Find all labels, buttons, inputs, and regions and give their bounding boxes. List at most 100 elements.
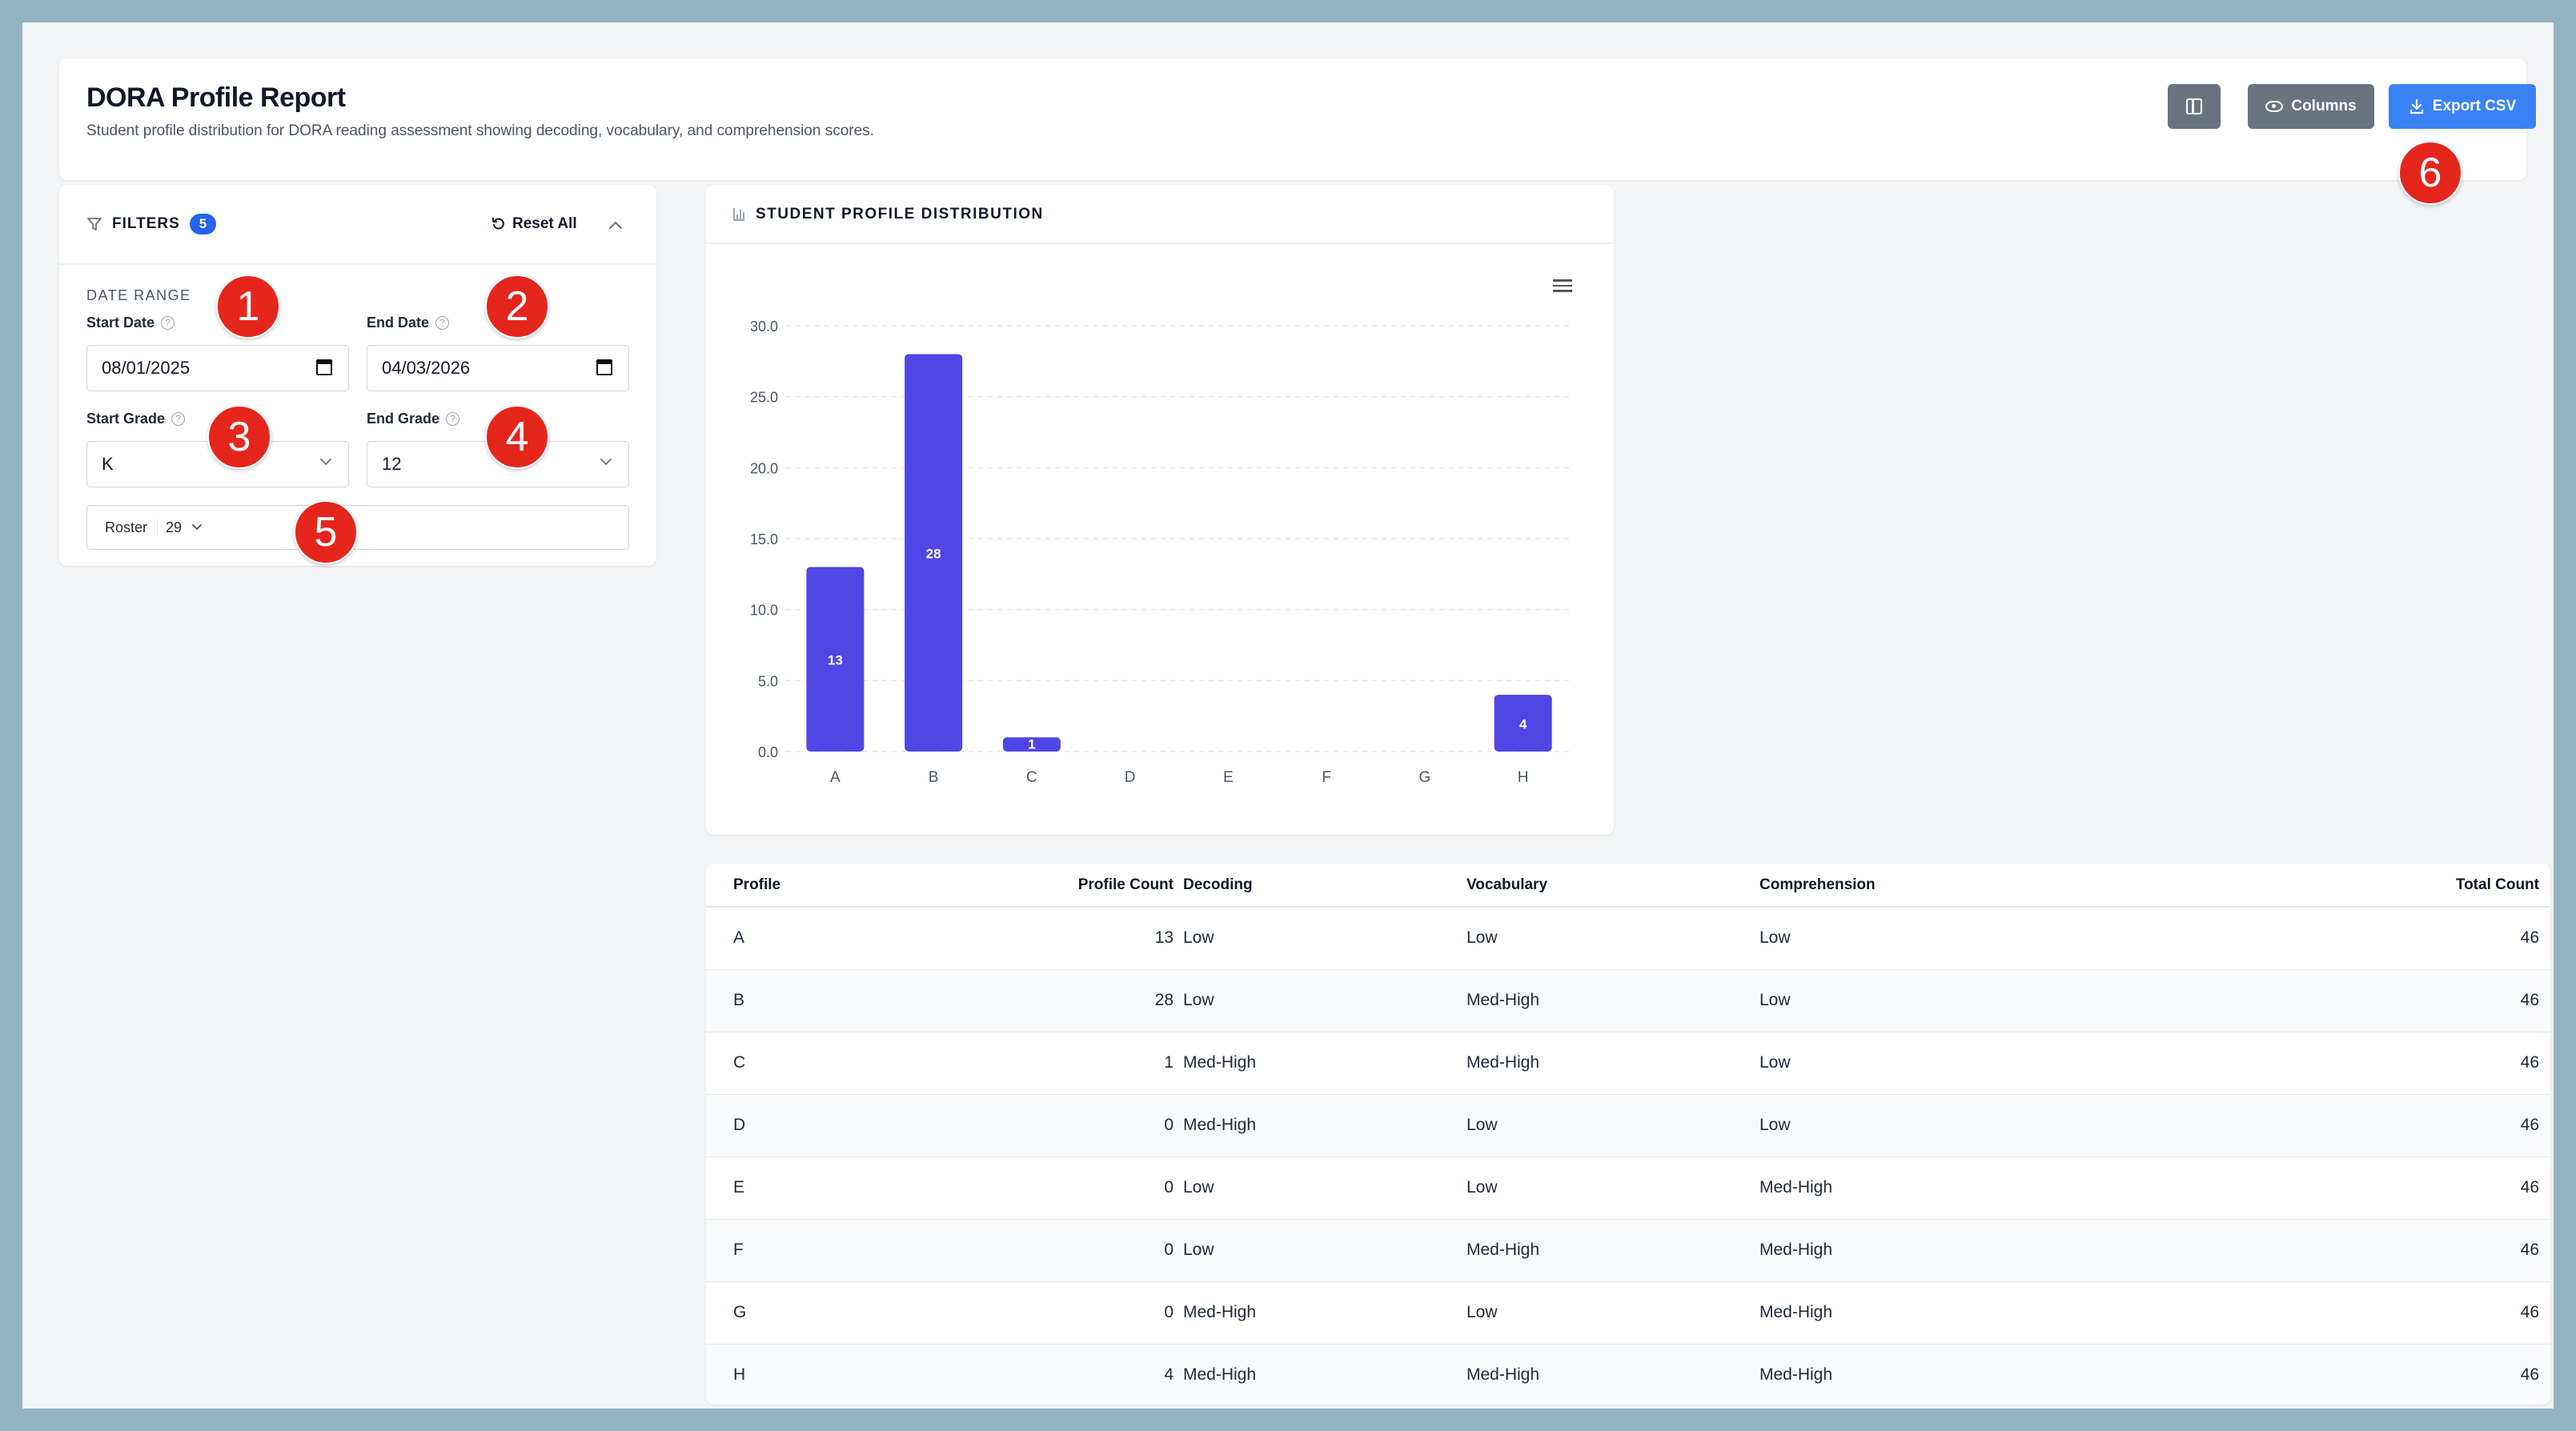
columns-button-label: Columns <box>2291 98 2357 114</box>
app-canvas: DORA Profile Report Student profile dist… <box>22 22 2554 1409</box>
end-date-label-text: End Date <box>367 315 430 331</box>
column-header-comprehension[interactable]: Comprehension <box>1759 864 2256 908</box>
cell-vocabulary: Low <box>1467 907 1759 970</box>
roster-label: Roster <box>105 519 148 535</box>
data-label: 13 <box>828 653 843 668</box>
roster-pill[interactable]: Roster 29 <box>105 519 203 536</box>
column-header-decoding[interactable]: Decoding <box>1183 864 1467 908</box>
start-grade-label-text: Start Grade <box>86 411 166 427</box>
cell-vocabulary: Med-High <box>1467 969 1759 1032</box>
table-body: A 13 Low Low Low 46 B 28 Low Med-High Low 46 C 1 Med-H… <box>706 907 2550 1405</box>
table-row[interactable]: A 13 Low Low Low 46 <box>706 907 2550 970</box>
cell-profile: H <box>706 1344 1058 1405</box>
bar-chart: 0.0 5.0 10.0 15.0 20.0 25.0 30.0 13 A 28 B 1 C D E F G 4 H <box>750 319 1572 786</box>
annotation-marker: 1 <box>216 275 280 339</box>
cell-decoding: Low <box>1183 907 1467 970</box>
start-date-input[interactable]: 08/01/2025 <box>86 345 349 391</box>
cell-decoding: Med-High <box>1183 1032 1467 1095</box>
cell-comprehension: Med-High <box>1759 1219 2256 1282</box>
chevron-down-icon <box>600 459 612 465</box>
help-icon[interactable]: ? <box>435 316 450 330</box>
cell-decoding: Low <box>1183 1219 1467 1282</box>
table-row[interactable]: D 0 Med-High Low Low 46 <box>706 1094 2550 1157</box>
chart-menu-icon[interactable] <box>1553 279 1572 295</box>
bar-chart-icon <box>733 208 744 221</box>
help-icon[interactable]: ? <box>161 316 175 330</box>
chart-card: STUDENT PROFILE DISTRIBUTION 0.0 5.0 10.0 1… <box>706 185 1614 835</box>
collapse-filters-button[interactable] <box>608 214 623 234</box>
data-label: 1 <box>1028 736 1035 752</box>
cell-vocabulary: Med-High <box>1467 1032 1759 1095</box>
end-date-input[interactable]: 04/03/2026 <box>367 345 629 391</box>
annotation-marker: 2 <box>485 275 549 339</box>
x-tick-label: H <box>1518 769 1529 786</box>
filters-title: FILTERS 5 <box>86 214 217 234</box>
data-label: 4 <box>1519 717 1527 732</box>
download-icon <box>2409 98 2423 114</box>
roster-select[interactable]: Roster 29 <box>86 505 629 550</box>
cell-total-count: 46 <box>2256 1281 2550 1345</box>
cell-decoding: Med-High <box>1183 1344 1467 1405</box>
active-filter-count-badge: 5 <box>189 214 217 234</box>
x-tick-label: D <box>1125 769 1136 786</box>
cell-comprehension: Low <box>1759 1094 2256 1157</box>
cell-total-count: 46 <box>2256 1032 2550 1095</box>
x-tick-label: G <box>1418 769 1430 786</box>
table-row[interactable]: H 4 Med-High Med-High Med-High 46 <box>706 1344 2550 1405</box>
help-icon[interactable]: ? <box>171 412 186 426</box>
export-csv-button[interactable]: Export CSV <box>2389 84 2536 129</box>
table-row[interactable]: C 1 Med-High Med-High Low 46 <box>706 1032 2550 1095</box>
start-date-value: 08/01/2025 <box>102 358 191 378</box>
data-label: 28 <box>926 547 941 562</box>
reset-all-button[interactable]: Reset All <box>492 215 577 233</box>
calendar-icon[interactable] <box>316 359 332 375</box>
x-tick-label: E <box>1223 769 1234 786</box>
cell-profile: A <box>706 907 1058 970</box>
start-grade-label: Start Grade ? <box>86 411 186 427</box>
column-header-total-count[interactable]: Total Count <box>2256 864 2550 908</box>
roster-count: 29 <box>157 519 182 536</box>
cell-profile-count: 0 <box>1058 1219 1183 1282</box>
columns-button[interactable]: Columns <box>2248 84 2374 129</box>
cell-vocabulary: Low <box>1467 1281 1759 1345</box>
cell-total-count: 46 <box>2256 907 2550 970</box>
calendar-icon[interactable] <box>596 359 612 375</box>
column-header-profile-count[interactable]: Profile Count <box>1058 864 1183 908</box>
cell-vocabulary: Low <box>1467 1156 1759 1220</box>
cell-decoding: Med-High <box>1183 1094 1467 1157</box>
profile-table: Profile Profile Count Decoding Vocabular… <box>706 864 2550 1405</box>
column-header-profile[interactable]: Profile <box>706 864 1058 908</box>
export-csv-label: Export CSV <box>2432 98 2517 114</box>
table-header-row: Profile Profile Count Decoding Vocabular… <box>706 864 2550 908</box>
help-icon[interactable]: ? <box>446 412 460 426</box>
reset-icon <box>492 218 504 230</box>
column-header-vocabulary[interactable]: Vocabulary <box>1467 864 1759 908</box>
cell-comprehension: Low <box>1759 907 2256 970</box>
bar <box>806 567 865 752</box>
toggle-panel-button[interactable] <box>2168 84 2221 129</box>
cell-profile-count: 0 <box>1058 1281 1183 1345</box>
end-grade-label-text: End Grade <box>367 411 440 427</box>
table-row[interactable]: G 0 Med-High Low Med-High 46 <box>706 1281 2550 1345</box>
cell-profile: E <box>706 1156 1058 1220</box>
x-tick-label: F <box>1322 769 1331 786</box>
bar <box>905 354 963 752</box>
table-row[interactable]: F 0 Low Med-High Med-High 46 <box>706 1219 2550 1282</box>
filters-panel: FILTERS 5 Reset All DATE RANGE Start Dat… <box>59 185 656 566</box>
bar <box>1002 737 1061 752</box>
table-row[interactable]: E 0 Low Low Med-High 46 <box>706 1156 2550 1220</box>
cell-comprehension: Med-High <box>1759 1281 2256 1345</box>
chart-title: STUDENT PROFILE DISTRIBUTION <box>733 206 1044 223</box>
y-tick-label: 20.0 <box>750 460 778 476</box>
cell-comprehension: Med-High <box>1759 1344 2256 1405</box>
cell-profile: C <box>706 1032 1058 1095</box>
table-row[interactable]: B 28 Low Med-High Low 46 <box>706 969 2550 1032</box>
cell-total-count: 46 <box>2256 1344 2550 1405</box>
y-tick-label: 0.0 <box>758 744 778 760</box>
x-tick-label: A <box>830 769 841 786</box>
filter-icon <box>87 218 102 230</box>
y-tick-label: 30.0 <box>750 319 778 335</box>
filters-header: FILTERS 5 Reset All <box>59 185 656 265</box>
start-grade-value: K <box>102 454 114 474</box>
annotation-marker: 3 <box>207 405 271 469</box>
